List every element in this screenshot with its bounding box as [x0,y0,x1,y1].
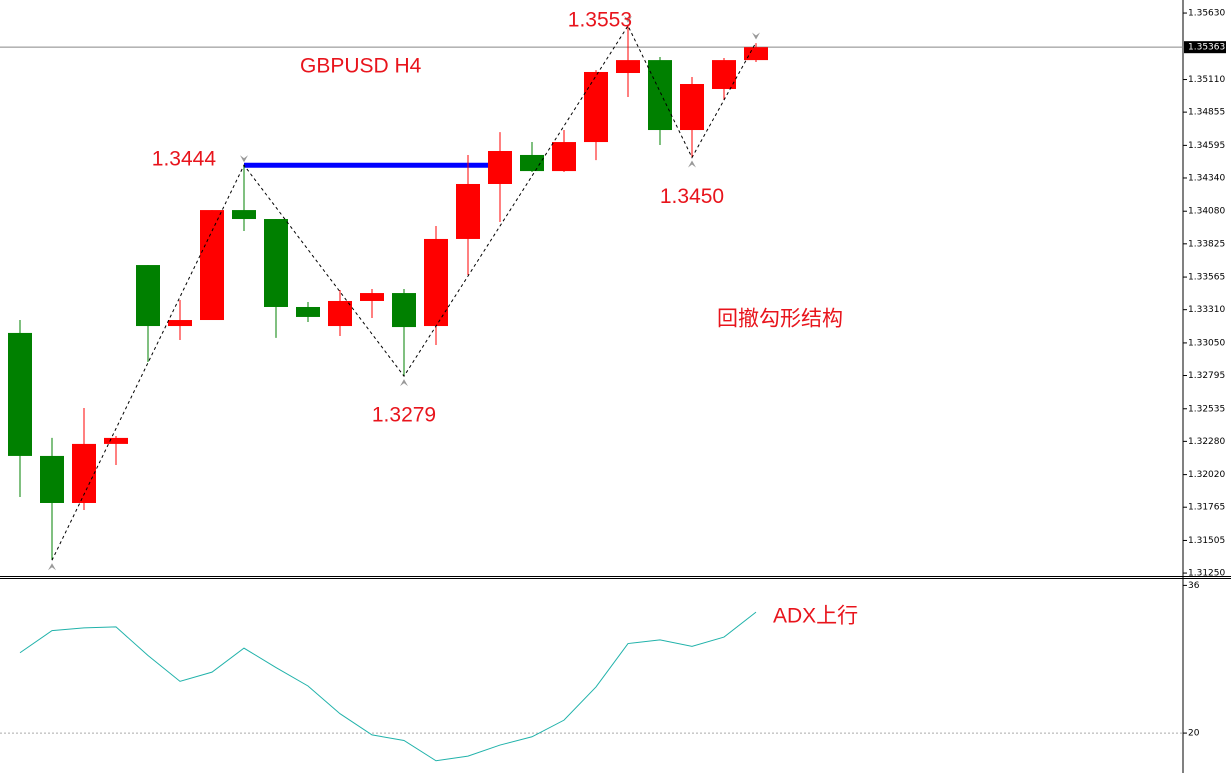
y-tick-label: 1.33565 [1188,273,1225,283]
candle-body [424,238,448,327]
zigzag-marker [624,15,632,23]
y-tick-label: 36 [1188,581,1200,591]
candle-body [712,60,736,89]
zigzag-marker [240,155,248,163]
candle-body [584,71,608,143]
annotation: 回撤勾形结构 [717,308,843,331]
y-tick-label: 20 [1188,729,1200,739]
adx-line [19,611,757,762]
candle-body [744,47,768,61]
candle-body [72,443,96,503]
candle-body [296,306,320,317]
zigzag [51,24,757,561]
zigzag-label: 1.3553 [568,8,632,31]
y-tick-label: 1.32020 [1188,470,1225,480]
y-tick-label: 1.33310 [1188,305,1225,315]
y-tick-label: 1.32535 [1188,404,1225,414]
y-tick-label: 1.34080 [1188,207,1225,217]
candle-body [648,60,672,131]
y-tick-label: 1.31505 [1188,536,1225,546]
candle-body [328,300,352,327]
zigzag-marker [688,160,696,168]
zigzag-label: 1.3450 [660,185,724,208]
candle-body [8,332,32,456]
y-tick-label: 1.32280 [1188,437,1225,447]
candle-body [680,84,704,131]
y-tick-label: 1.33825 [1188,239,1225,249]
zigzag-marker [752,32,760,40]
candle-body [168,320,192,327]
candle-body [264,219,288,307]
candle-body [456,183,480,239]
price-tag [1184,41,1226,54]
candle-body [200,210,224,321]
zigzag-label: 1.3444 [152,148,217,171]
candle-body [40,455,64,503]
candle-body [552,142,576,172]
y-tick-label: 1.34855 [1188,108,1225,118]
y-tick-label: 1.35110 [1188,75,1225,85]
price-tag-label: 1.35363 [1188,43,1225,53]
candle-body [488,151,512,184]
y-tick-label: 1.32795 [1188,371,1225,381]
y-tick-label: 1.31250 [1188,569,1225,579]
candle-body [520,154,544,172]
annotation: ADX上行 [773,605,858,628]
y-tick-label: 1.34595 [1188,141,1225,151]
candle-body [360,293,384,301]
y-tick-label: 1.35630 [1188,9,1225,19]
zigzag-marker [400,379,408,387]
candle-body [616,60,640,74]
candle-body [104,437,128,444]
y-tick-label: 1.31765 [1188,503,1225,513]
chart-title: GBPUSD H4 [300,55,422,78]
candle-body [232,210,256,220]
y-tick-label: 1.33050 [1188,338,1225,348]
candle-body [136,265,160,327]
candle-body [392,293,416,328]
zigzag-label: 1.3279 [372,404,436,427]
zigzag-marker [48,563,56,571]
y-tick-label: 1.34340 [1188,173,1225,183]
